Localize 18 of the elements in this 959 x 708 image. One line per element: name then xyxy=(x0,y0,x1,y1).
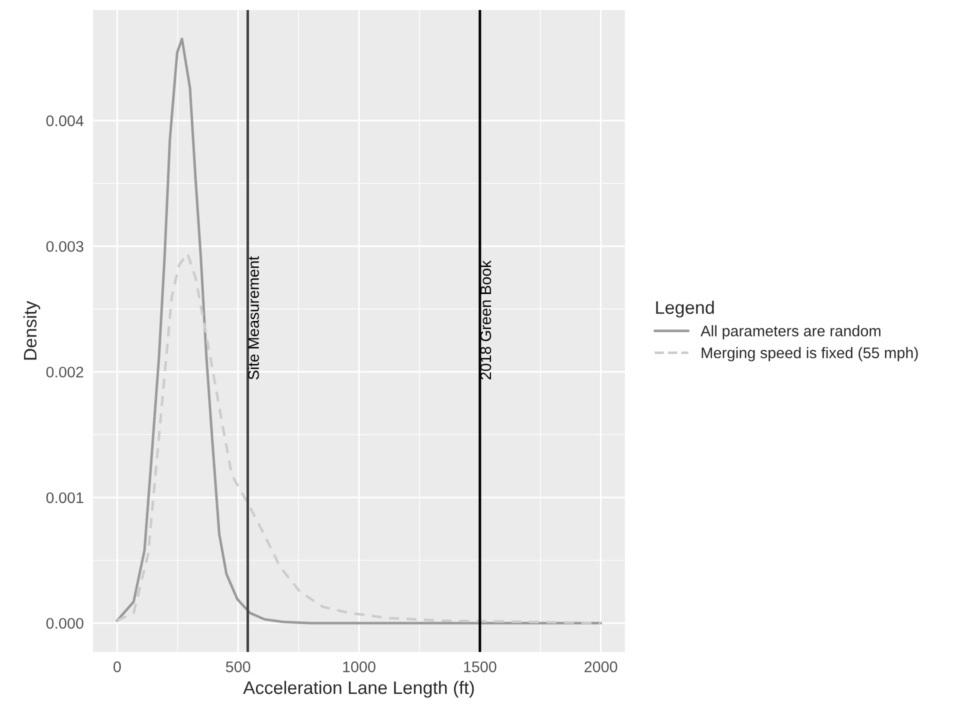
legend-label: All parameters are random xyxy=(700,325,880,340)
y-axis-title: Density xyxy=(23,300,40,360)
y-tick-label: 0.004 xyxy=(46,115,84,126)
y-tick-label: 0.002 xyxy=(46,366,84,378)
line-series xyxy=(116,38,602,624)
x-tick-label: 1500 xyxy=(464,661,496,672)
y-tick-label: 0.003 xyxy=(46,241,84,252)
x-tick-label: 2000 xyxy=(584,661,618,672)
line-series xyxy=(116,252,602,624)
legend-label: Merging speed is fixed (55 mph) xyxy=(702,347,918,362)
x-tick-label: 500 xyxy=(226,661,250,672)
x-tick-label: 0 xyxy=(114,661,121,672)
ref-line-label: Site Measurement xyxy=(248,256,259,380)
x-tick-label: 1000 xyxy=(343,661,376,672)
y-tick-label: 0.000 xyxy=(46,618,84,629)
legend-title: Legend xyxy=(656,300,714,318)
x-axis-title: Acceleration Lane Length (ft) xyxy=(243,680,474,698)
y-tick-label: 0.001 xyxy=(46,492,84,504)
